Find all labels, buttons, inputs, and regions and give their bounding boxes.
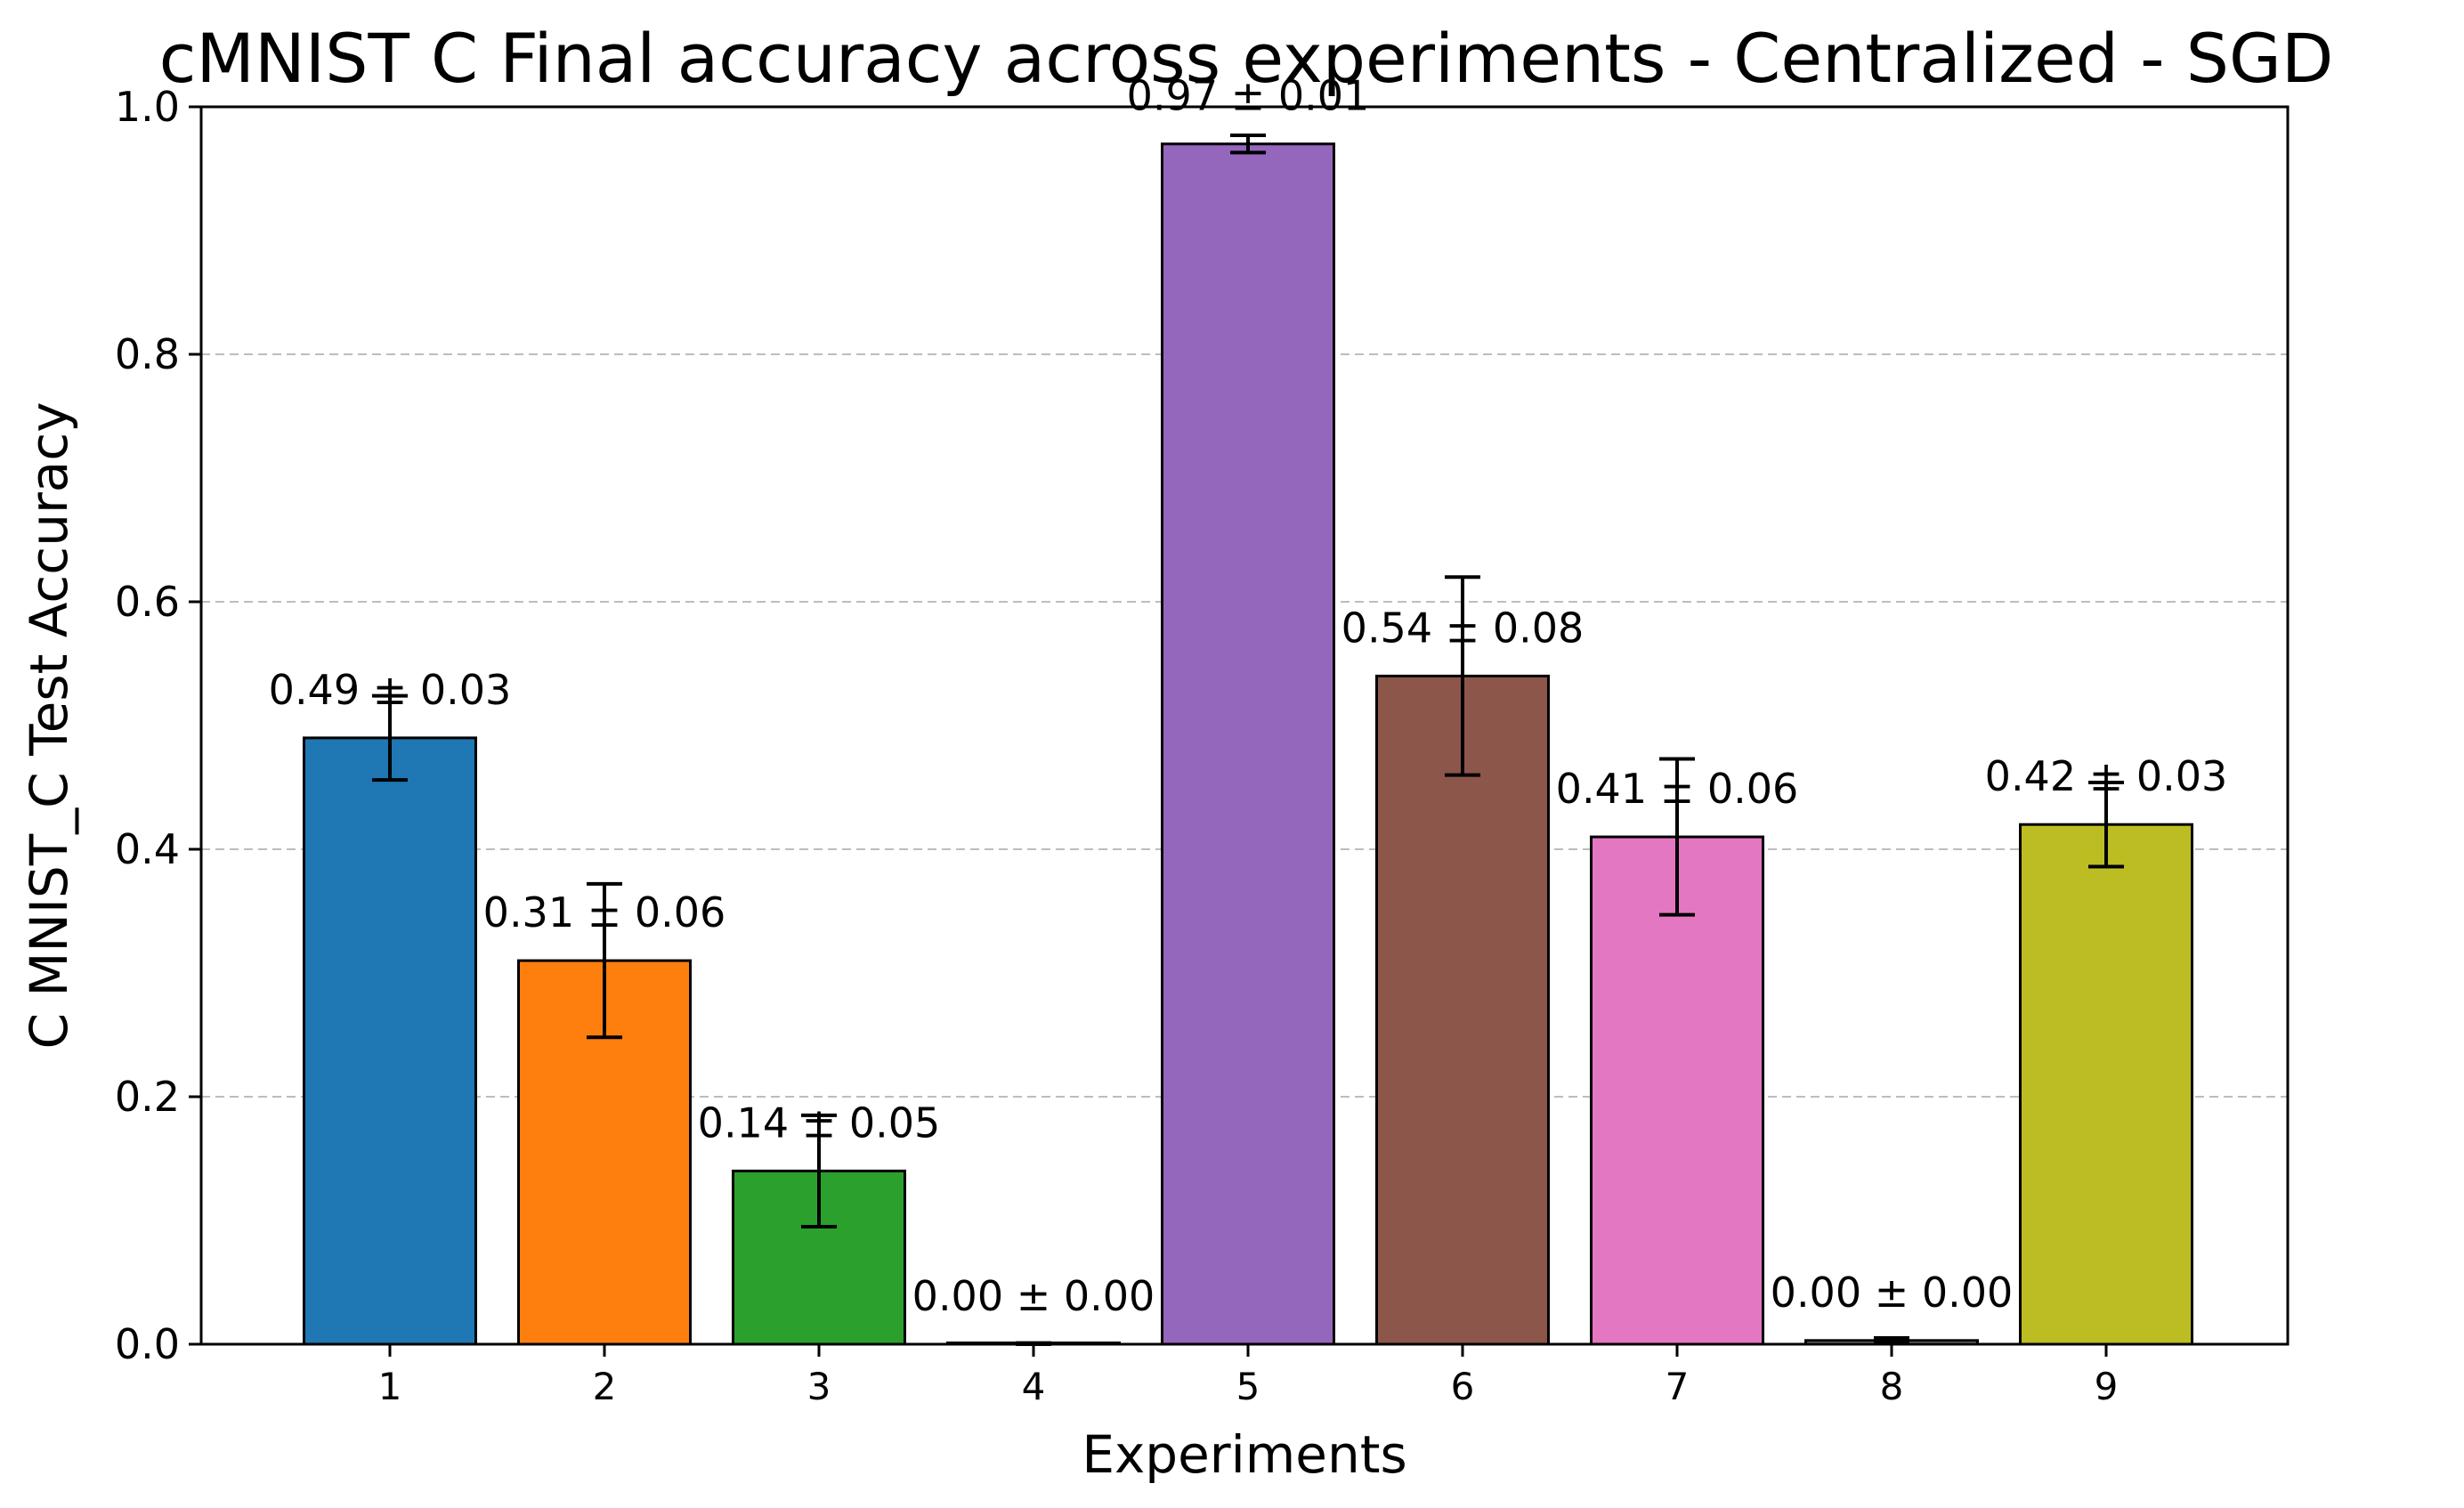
data-label: 0.54 ± 0.08 bbox=[1341, 604, 1585, 652]
data-label: 0.42 ± 0.03 bbox=[1985, 752, 2228, 800]
x-axis-label: Experiments bbox=[1082, 1424, 1406, 1485]
x-tick-label: 6 bbox=[1451, 1365, 1475, 1408]
data-label: 0.41 ± 0.06 bbox=[1556, 765, 1799, 813]
x-tick-label: 2 bbox=[593, 1365, 617, 1408]
y-tick-label: 0.6 bbox=[115, 578, 180, 626]
data-label: 0.00 ± 0.00 bbox=[912, 1272, 1155, 1320]
bar-7 bbox=[1590, 835, 1764, 1346]
y-tick-label: 0.2 bbox=[115, 1073, 180, 1121]
data-label: 0.97 ± 0.01 bbox=[1127, 72, 1370, 120]
plot-frame bbox=[199, 105, 2290, 1346]
x-tick-label: 1 bbox=[378, 1365, 402, 1408]
x-tick-label: 4 bbox=[1022, 1365, 1046, 1408]
x-tick-label: 7 bbox=[1666, 1365, 1690, 1408]
data-label: 0.49 ± 0.03 bbox=[269, 666, 512, 714]
y-tick-label: 0.8 bbox=[115, 330, 180, 378]
bar-5 bbox=[1161, 142, 1335, 1346]
y-axis-label: C MNIST_C Test Accuracy bbox=[19, 401, 79, 1049]
data-label: 0.00 ± 0.00 bbox=[1771, 1269, 2014, 1317]
bar-6 bbox=[1375, 674, 1550, 1346]
bar-1 bbox=[303, 736, 477, 1346]
chart-title: cMNIST C Final accuracy across experimen… bbox=[159, 19, 2334, 98]
x-tick-label: 5 bbox=[1236, 1365, 1260, 1408]
y-tick-label: 0.0 bbox=[115, 1320, 180, 1368]
data-label: 0.14 ± 0.05 bbox=[698, 1099, 941, 1147]
x-tick-label: 8 bbox=[1880, 1365, 1904, 1408]
bars bbox=[303, 142, 2193, 1346]
y-axis: 0.0 0.2 0.4 0.6 0.8 1.0 bbox=[115, 83, 201, 1368]
x-tick-label: 3 bbox=[807, 1365, 831, 1408]
y-tick-label: 1.0 bbox=[115, 83, 180, 131]
bar-9 bbox=[2019, 823, 2193, 1346]
data-labels: 0.49 ± 0.03 0.31 ± 0.06 0.14 ± 0.05 0.00 ± … bbox=[269, 72, 2228, 1320]
data-label: 0.31 ± 0.06 bbox=[483, 888, 726, 936]
x-axis: 1 2 3 4 5 6 7 8 9 bbox=[378, 1344, 2119, 1408]
x-tick-label: 9 bbox=[2095, 1365, 2119, 1408]
y-tick-label: 0.4 bbox=[115, 825, 180, 873]
